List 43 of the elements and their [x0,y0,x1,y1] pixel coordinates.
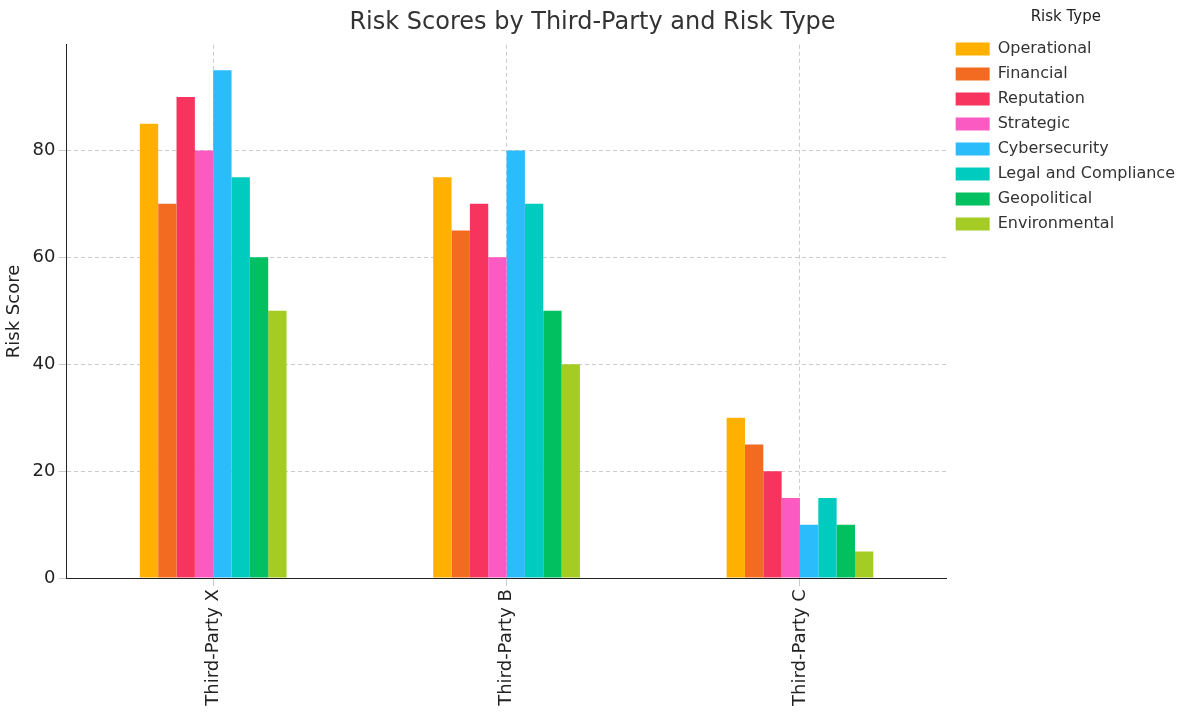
bar [469,203,489,578]
legend-label: Environmental [997,213,1115,233]
legend-label: Cybersecurity [997,138,1109,158]
bar [524,203,544,578]
y-tick-label: 40 [32,351,56,373]
legend-label: Operational [997,38,1092,58]
bar [176,96,195,578]
bar [781,497,800,578]
bar [543,310,562,578]
x-tick-label: Third-Party B [494,589,516,707]
legend-title: Risk Type [1030,7,1101,26]
legend-label: Financial [997,63,1068,83]
bar [561,364,580,578]
bar [818,497,837,578]
bar [854,551,874,578]
bar [799,524,819,578]
x-tick-label: Third-Party X [200,589,222,707]
y-tick-label: 80 [32,138,56,160]
chart-title: Risk Scores by Third-Party and Risk Type [349,6,836,35]
legend-label: Legal and Compliance [997,163,1176,183]
bar [433,177,452,578]
y-axis-title: Risk Score [2,264,24,359]
bar [194,150,214,578]
y-tick-label: 20 [32,458,56,480]
bar [488,257,507,578]
bar [744,444,764,578]
bar [139,123,159,578]
bar [836,524,855,578]
x-tick-label: Third-Party C [787,589,809,707]
bar [506,150,525,578]
legend-label: Strategic [997,113,1070,133]
bar [231,177,250,578]
legend-label: Reputation [997,88,1085,108]
bar [451,230,470,578]
y-tick-label: 60 [32,245,56,266]
legend-label: Geopolitical [997,188,1093,208]
bar [268,310,287,578]
bar [213,70,232,578]
bar [763,471,782,578]
bar [249,257,269,578]
y-tick-label: 0 [44,565,56,587]
bar [158,203,177,578]
bar [726,417,745,578]
